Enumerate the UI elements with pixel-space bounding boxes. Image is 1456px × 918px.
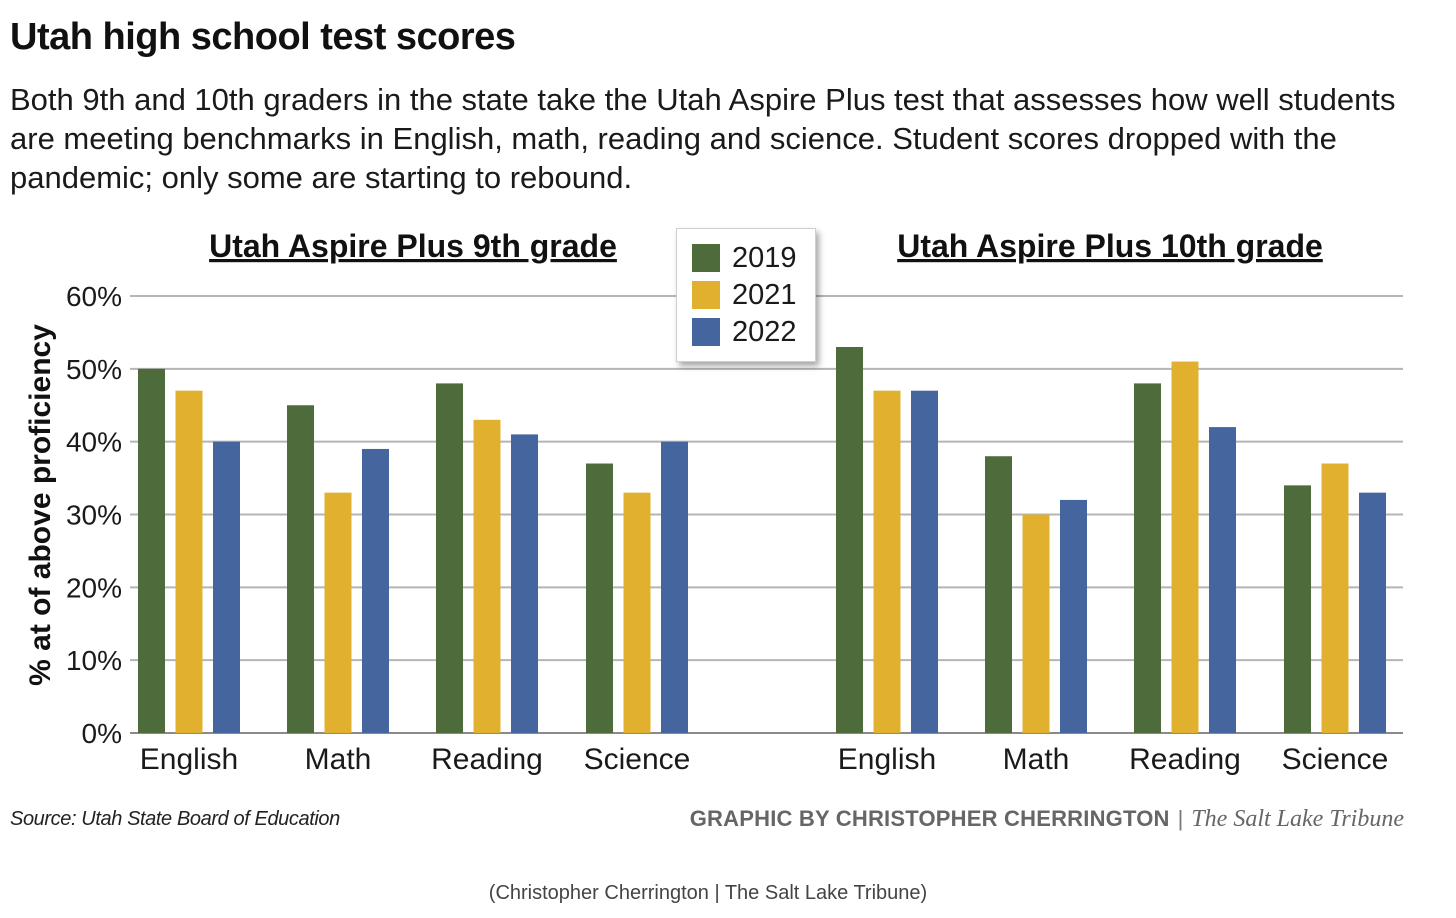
legend-item-2022: 2022 — [692, 315, 797, 348]
x-tick-label: Reading — [1129, 743, 1241, 776]
bar-9th-reading-2022 — [511, 434, 538, 733]
y-axis-label: % at of above proficiency — [24, 324, 57, 686]
credit-author: GRAPHIC BY CHRISTOPHER CHERRINGTON — [689, 806, 1170, 831]
bar-10th-science-2019 — [1284, 485, 1311, 733]
credit-publication: The Salt Lake Tribune — [1191, 806, 1404, 832]
bar-10th-english-2022 — [911, 390, 938, 733]
bar-9th-reading-2021 — [473, 419, 501, 733]
bar-9th-english-2021 — [175, 390, 203, 733]
legend-item-2021: 2021 — [692, 278, 797, 311]
bar-10th-science-2022 — [1359, 492, 1386, 733]
legend-swatch-2019 — [692, 244, 720, 272]
bar-9th-math-2019 — [287, 405, 314, 733]
credit-separator: | — [1177, 806, 1184, 831]
bar-9th-science-2021 — [623, 492, 651, 733]
bar-10th-reading-2022 — [1209, 427, 1236, 733]
bar-10th-reading-2019 — [1134, 383, 1161, 733]
x-tick-label: Math — [305, 743, 372, 776]
bar-10th-english-2021 — [873, 390, 901, 733]
axes: 0% 10% 20% 30% 40% 50% 60% English Math Reading Sc… — [66, 281, 1388, 776]
x-tick-label: Reading — [431, 743, 543, 776]
y-tick-label: 60% — [66, 281, 122, 312]
bar-10th-math-2022 — [1060, 499, 1087, 733]
bar-9th-english-2022 — [213, 441, 240, 733]
chart-title-10th-grade: Utah Aspire Plus 10th grade — [897, 228, 1323, 264]
bar-10th-math-2019 — [985, 456, 1012, 733]
x-tick-label: English — [838, 743, 936, 776]
legend-label-2022: 2022 — [732, 315, 797, 348]
y-tick-label: 30% — [66, 500, 122, 531]
legend: 2019 2021 2022 — [676, 228, 816, 362]
photo-caption: (Christopher Cherrington | The Salt Lake… — [488, 882, 928, 904]
x-tick-label: Math — [1003, 743, 1070, 776]
legend-item-2019: 2019 — [692, 241, 797, 274]
legend-swatch-2022 — [692, 318, 720, 346]
bar-9th-reading-2019 — [436, 383, 463, 733]
page-subtitle: Both 9th and 10th graders in the state t… — [10, 82, 1396, 195]
y-tick-label: 10% — [66, 645, 122, 676]
x-tick-label: English — [140, 743, 238, 776]
graphic-credit: GRAPHIC BY CHRISTOPHER CHERRINGTON | The S… — [690, 806, 1404, 833]
chart-title-9th-grade: Utah Aspire Plus 9th grade — [209, 228, 617, 264]
y-tick-label: 0% — [82, 718, 122, 749]
source-note: Source: Utah State Board of Education — [10, 808, 340, 830]
bar-10th-math-2021 — [1022, 514, 1050, 733]
legend-swatch-2021 — [692, 281, 720, 309]
bar-chart: 0% 10% 20% 30% 40% 50% 60% English Math Reading Sc… — [24, 228, 1403, 776]
bar-9th-science-2022 — [661, 441, 688, 733]
bars — [138, 346, 1386, 733]
page-title: Utah high school test scores — [10, 16, 516, 58]
bar-9th-math-2022 — [362, 448, 389, 733]
legend-label-2019: 2019 — [732, 241, 797, 274]
x-tick-label: Science — [1282, 743, 1389, 776]
y-tick-label: 50% — [66, 354, 122, 385]
y-tick-label: 40% — [66, 427, 122, 458]
bar-10th-science-2021 — [1321, 463, 1349, 733]
bar-9th-science-2019 — [586, 463, 613, 733]
bar-9th-english-2019 — [138, 368, 165, 733]
bar-10th-reading-2021 — [1171, 361, 1199, 733]
x-tick-label: Science — [584, 743, 691, 776]
bar-10th-english-2019 — [836, 346, 863, 733]
y-tick-label: 20% — [66, 572, 122, 603]
bar-9th-math-2021 — [324, 492, 352, 733]
legend-label-2021: 2021 — [732, 278, 797, 311]
